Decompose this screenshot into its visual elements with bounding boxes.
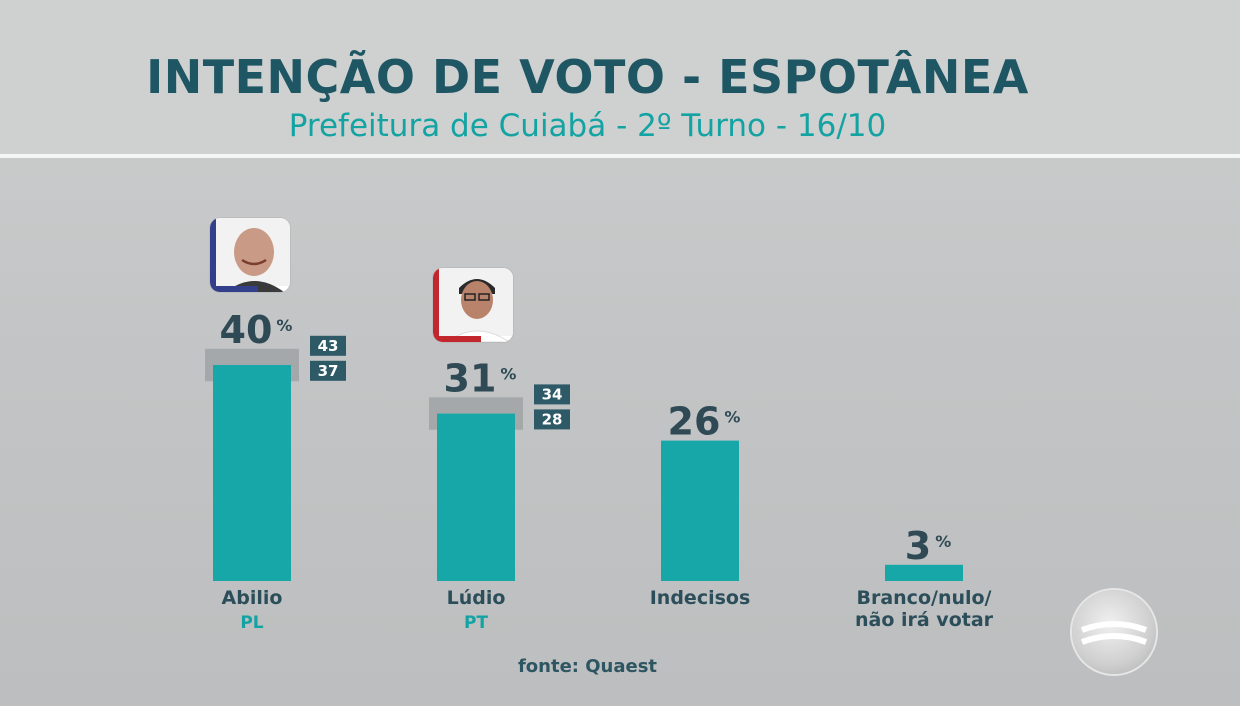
margin-low-label: 28 [542, 410, 563, 428]
value-unit: % [276, 316, 292, 335]
party-label: PT [464, 613, 488, 633]
margin-high-box [534, 384, 570, 405]
chart-subtitle: Prefeitura de Cuiabá - 2º Turno - 16/10 [288, 108, 887, 144]
category-label: Branco/nulo/ [856, 587, 991, 609]
category-label: não irá votar [855, 609, 994, 631]
header-band [0, 0, 1240, 156]
value-label: 31% [444, 356, 517, 400]
abilio-portrait-icon [216, 218, 290, 292]
broadcaster-logo-icon [1072, 590, 1156, 674]
category-label: Lúdio [447, 587, 506, 609]
bar [885, 564, 963, 581]
abilio-photo [210, 218, 290, 292]
bar [213, 365, 291, 581]
source-note: fonte: Quaest [517, 656, 658, 677]
value-label: 26% [668, 400, 741, 444]
value-unit: % [500, 364, 516, 383]
margin-high-label: 43 [318, 337, 339, 355]
party-label: PL [240, 613, 263, 633]
header-divider [0, 154, 1240, 158]
logo-stripes-icon [1080, 621, 1148, 645]
margin-low-box [534, 409, 570, 430]
margin-high-box [310, 335, 346, 356]
margin-high-label: 34 [542, 385, 563, 403]
value-label: 3% [905, 524, 951, 568]
chart-title: INTENÇÃO DE VOTO - ESPOTÂNEA [146, 50, 1029, 104]
margin-low-label: 37 [318, 362, 339, 380]
category-label: Abilio [222, 587, 283, 609]
value-unit: % [935, 532, 951, 551]
ludio-accent-bottom [433, 336, 481, 342]
ludio-photo [433, 268, 513, 342]
value-unit: % [724, 408, 740, 427]
abilio-accent [210, 218, 216, 292]
bar [437, 413, 515, 581]
bar [661, 440, 739, 581]
value-label: 40% [220, 308, 293, 352]
category-label: Indecisos [650, 587, 751, 609]
abilio-accent-bottom [210, 286, 258, 292]
ludio-accent [433, 268, 439, 342]
margin-low-box [310, 360, 346, 381]
